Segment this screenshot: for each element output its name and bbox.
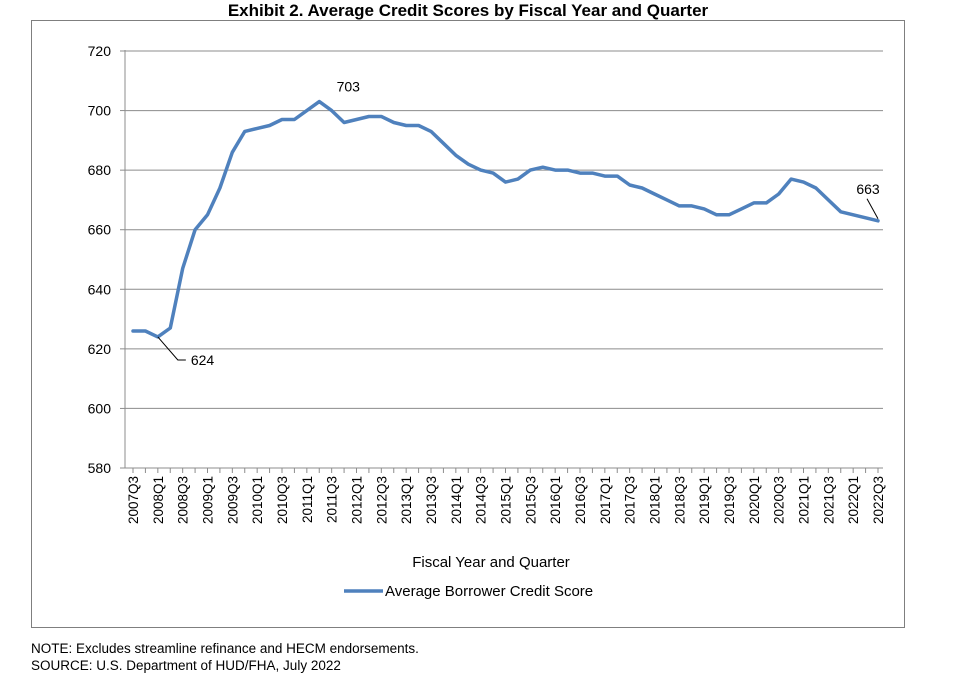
- y-tick-label: 600: [88, 400, 112, 416]
- legend: Average Borrower Credit Score: [344, 583, 593, 600]
- x-tick-label: 2011Q1: [300, 476, 315, 523]
- y-tick-label: 620: [88, 341, 112, 357]
- x-tick-label: 2021Q1: [797, 476, 812, 524]
- axes: [120, 50, 883, 473]
- x-tick-label: 2010Q3: [275, 476, 290, 524]
- footnote-note: NOTE: Excludes streamline refinance and …: [31, 641, 419, 656]
- x-tick-label: 2018Q3: [672, 476, 687, 524]
- y-tick-label: 660: [88, 222, 112, 238]
- x-tick-label: 2022Q1: [846, 476, 861, 524]
- series-line: [131, 99, 880, 339]
- x-tick-label: 2016Q3: [573, 476, 588, 524]
- x-tick-label: 2015Q1: [499, 476, 514, 524]
- x-tick-label: 2019Q1: [697, 476, 712, 524]
- chart-title: Exhibit 2. Average Credit Scores by Fisc…: [227, 1, 709, 20]
- footnote-source: SOURCE: U.S. Department of HUD/FHA, July…: [31, 658, 341, 673]
- x-tick-label: 2008Q3: [176, 476, 191, 524]
- x-tick-label: 2017Q1: [598, 476, 613, 524]
- y-tick-label: 680: [88, 162, 112, 178]
- x-tick-label: 2021Q3: [821, 476, 836, 524]
- y-tick-label: 700: [88, 103, 112, 119]
- x-tick-label: 2019Q3: [722, 476, 737, 524]
- x-tick-label: 2016Q1: [548, 476, 563, 524]
- annotation-label: 624: [191, 352, 215, 368]
- x-tick-label: 2013Q3: [424, 476, 439, 524]
- data-annotations: 624 703 663: [157, 79, 880, 368]
- x-tick-label: 2007Q3: [126, 476, 141, 524]
- x-tick-label: 2017Q3: [623, 476, 638, 524]
- x-tick-label: 2009Q1: [201, 476, 216, 524]
- y-tick-label: 580: [88, 460, 112, 476]
- y-tick-label: 640: [88, 281, 112, 297]
- x-tick-label: 2008Q1: [151, 476, 166, 524]
- x-tick-label: 2022Q3: [871, 476, 886, 524]
- x-tick-labels: 2007Q3 2008Q1 2008Q3 2009Q1 2009Q3 2010Q1 2010…: [126, 476, 886, 524]
- x-tick-label: 2013Q1: [399, 476, 414, 524]
- x-tick-label: 2012Q3: [374, 476, 389, 524]
- x-tick-label: 2020Q1: [747, 476, 762, 524]
- chart-frame: [31, 20, 905, 628]
- annotation-label: 703: [337, 79, 361, 95]
- gridlines: [125, 50, 883, 409]
- x-tick-label: 2015Q3: [523, 476, 538, 524]
- series-lines: [131, 99, 880, 339]
- x-tick-label: 2020Q3: [772, 476, 787, 524]
- x-tick-label: 2010Q1: [250, 476, 265, 524]
- x-tick-label: 2018Q1: [648, 476, 663, 524]
- annotation-label: 663: [856, 181, 880, 197]
- x-tick-label: 2009Q3: [225, 476, 240, 524]
- y-tick-label: 720: [88, 43, 112, 59]
- x-tick-label: 2014Q1: [449, 476, 464, 524]
- x-axis-label: Fiscal Year and Quarter: [412, 554, 570, 571]
- x-tick-label: 2014Q3: [474, 476, 489, 524]
- x-tick-label: 2012Q1: [350, 476, 365, 524]
- annotation-leader: [866, 198, 879, 220]
- annotation-leader: [157, 336, 186, 361]
- legend-label: Average Borrower Credit Score: [385, 583, 593, 600]
- y-tick-labels: 580 600 620 640 660 680 700 720: [88, 43, 112, 476]
- x-tick-label: 2011Q3: [325, 476, 340, 523]
